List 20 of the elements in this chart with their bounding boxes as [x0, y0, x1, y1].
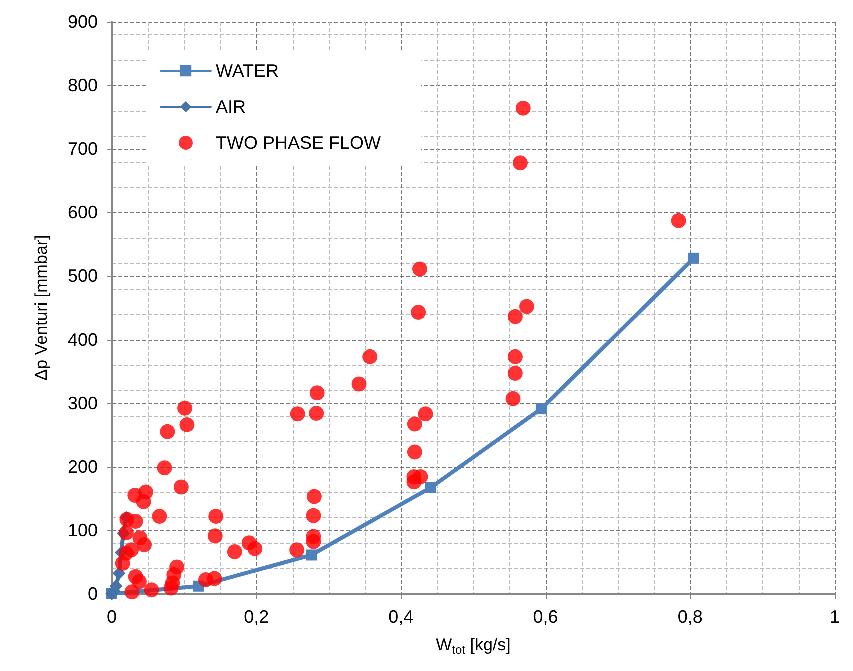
y-tick-label: 800 [68, 76, 98, 96]
y-tick-label: 600 [68, 202, 98, 223]
y-tick-label: 200 [68, 456, 98, 477]
x-tick-label: 0,2 [244, 607, 270, 627]
y-tick-label: 400 [68, 330, 98, 350]
legend-label: AIR [216, 97, 246, 117]
legend-label: WATER [216, 61, 279, 81]
y-tick-label: 300 [68, 393, 98, 414]
x-tick-label: 0 [106, 607, 118, 627]
y-axis-title: Δp Venturi [mmbar] [32, 235, 51, 381]
y-tick-label: 900 [68, 12, 98, 32]
y-tick-label: 100 [68, 520, 98, 540]
x-tick-label: 1 [830, 607, 840, 627]
y-tick-label: 500 [68, 266, 98, 286]
x-tick-label: 0,4 [388, 607, 414, 627]
x-tick-label: 0,8 [678, 607, 703, 627]
y-tick-label: 700 [68, 139, 98, 160]
legend-label: TWO PHASE FLOW [216, 133, 382, 153]
x-tick-label: 0,6 [533, 607, 558, 627]
y-tick-label: 0 [88, 584, 98, 604]
